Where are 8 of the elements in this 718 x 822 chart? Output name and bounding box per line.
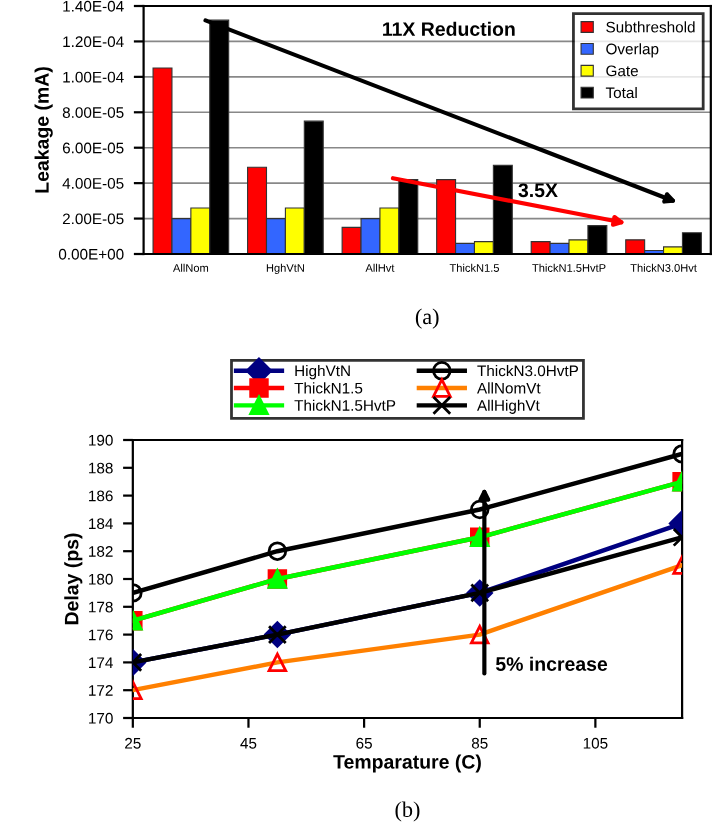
text: (a)	[415, 308, 439, 329]
annotation: 11X Reduction	[383, 21, 515, 36]
x-axis-title: Temparature (C)	[333, 754, 481, 773]
annotation: 3.5X	[518, 183, 558, 198]
text: (b)	[395, 801, 420, 822]
annotation: 5% increase	[495, 656, 608, 671]
y-axis-title: Leakage (mA)	[34, 67, 53, 193]
y-axis-title: Delay (ps)	[64, 533, 83, 625]
